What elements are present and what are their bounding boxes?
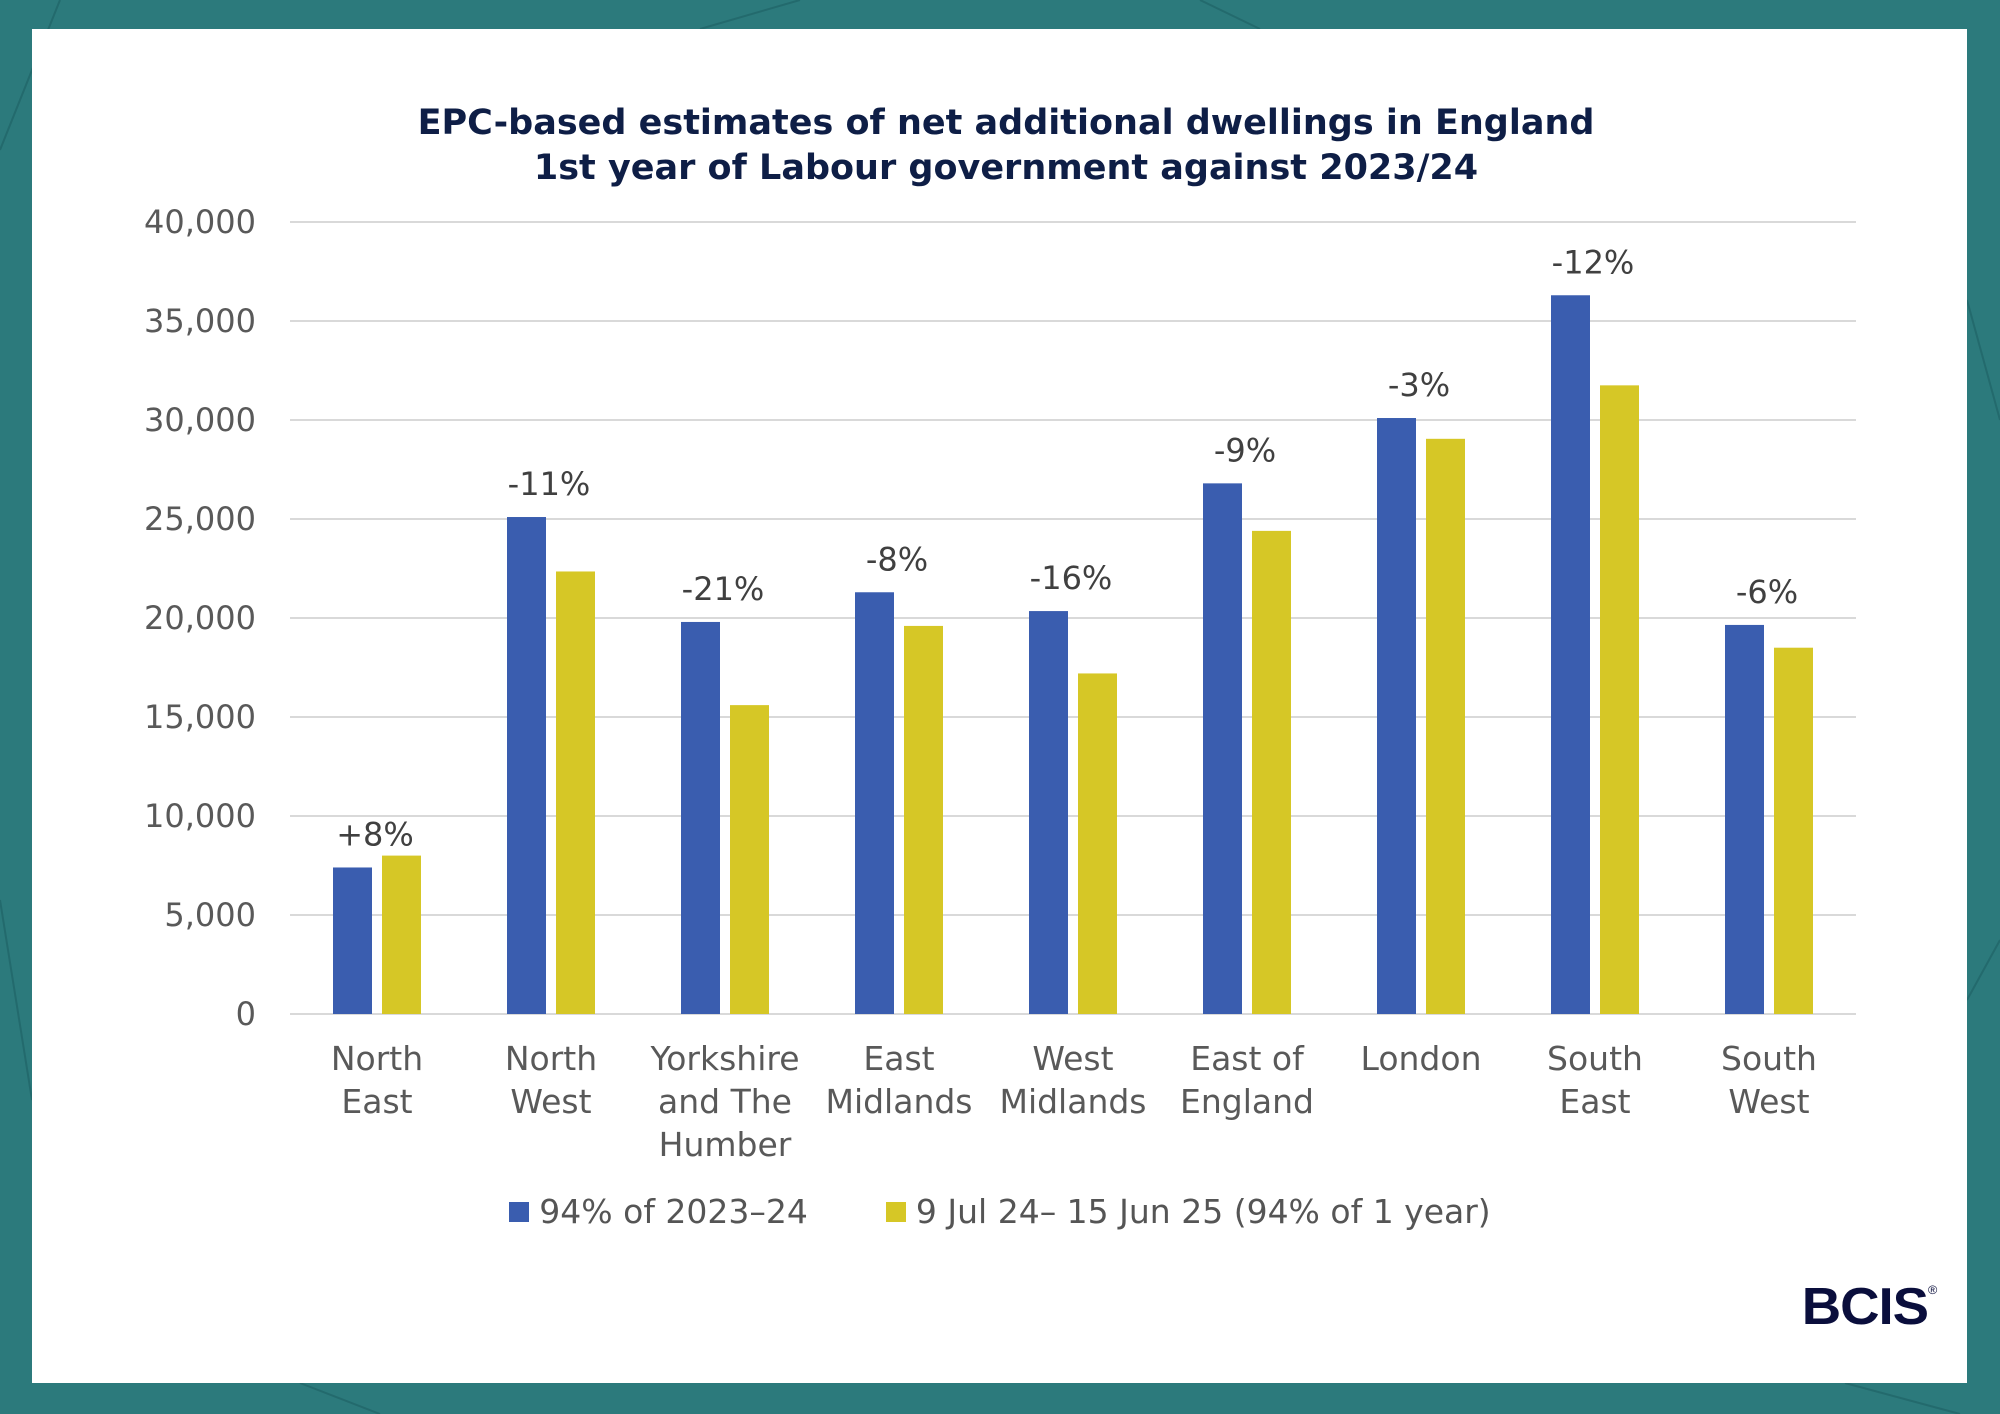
bar-series2 (1426, 438, 1465, 1014)
bar-series2 (904, 625, 943, 1014)
y-tick-label: 15,000 (144, 698, 256, 736)
legend-swatch-yellow (885, 1201, 906, 1222)
x-tick-label: East (863, 1039, 934, 1078)
x-tick-label: Yorkshire (649, 1039, 799, 1078)
data-label: +8% (336, 815, 414, 853)
bar-series2 (1774, 647, 1813, 1014)
data-label: -9% (1214, 431, 1276, 469)
bar-series2 (382, 855, 421, 1014)
bcis-logo: BCIS® (1801, 1277, 1938, 1337)
data-label: -12% (1552, 243, 1635, 281)
bar-series2 (556, 571, 595, 1014)
x-tick-label: West (510, 1082, 591, 1121)
x-tick-label: West (1728, 1082, 1809, 1121)
x-tick-label: Humber (659, 1125, 792, 1164)
x-tick-label: North (505, 1039, 597, 1078)
legend-label: 94% of 2023–24 (539, 1192, 808, 1231)
chart-title: EPC-based estimates of net additional dw… (418, 103, 1595, 143)
data-label: -21% (682, 570, 765, 608)
y-tick-label: 30,000 (144, 401, 256, 439)
y-tick-label: 20,000 (144, 599, 256, 637)
logo-text: BCIS (1801, 1278, 1929, 1336)
chart-card (32, 29, 1967, 1383)
logo-registered-mark: ® (1928, 1283, 1937, 1297)
y-tick-label: 40,000 (144, 203, 256, 241)
x-tick-label: London (1361, 1039, 1482, 1078)
bar-series1 (1029, 611, 1068, 1014)
bar-series1 (1551, 295, 1590, 1014)
data-label: -11% (508, 465, 591, 503)
y-tick-label: 35,000 (144, 302, 256, 340)
x-tick-label: East (1559, 1082, 1630, 1121)
bar-series1 (1377, 418, 1416, 1014)
y-tick-label: 25,000 (144, 500, 256, 538)
legend-label: 9 Jul 24– 15 Jun 25 (94% of 1 year) (915, 1192, 1491, 1231)
data-label: -6% (1736, 573, 1798, 611)
x-tick-label: South (1721, 1039, 1817, 1078)
x-tick-label: Midlands (825, 1082, 972, 1121)
bar-series2 (1078, 673, 1117, 1014)
bar-series1 (507, 517, 546, 1014)
legend-item-series2: 9 Jul 24– 15 Jun 25 (94% of 1 year) (885, 1192, 1491, 1231)
data-label: -8% (866, 540, 928, 578)
data-label: -16% (1030, 559, 1113, 597)
bar-series2 (730, 705, 769, 1014)
y-tick-label: 10,000 (144, 797, 256, 835)
bar-series2 (1600, 385, 1639, 1015)
bar-series1 (333, 867, 372, 1014)
bar-series1 (1203, 483, 1242, 1014)
bar-series1 (681, 621, 720, 1014)
legend-item-series1: 94% of 2023–24 (509, 1192, 808, 1231)
x-tick-label: West (1032, 1039, 1113, 1078)
bar-series1 (1725, 624, 1764, 1014)
bar-series2 (1252, 530, 1291, 1014)
data-label: -3% (1388, 366, 1450, 404)
y-tick-label: 5,000 (164, 896, 256, 934)
bar-series1 (855, 592, 894, 1014)
x-tick-label: East of (1190, 1039, 1305, 1078)
x-tick-label: Midlands (999, 1082, 1146, 1121)
x-tick-label: and The (658, 1082, 792, 1121)
x-tick-label: South (1547, 1039, 1643, 1078)
x-tick-label: England (1180, 1082, 1314, 1121)
chart-subtitle: 1st year of Labour government against 20… (534, 148, 1478, 188)
chart-legend: 94% of 2023–24 9 Jul 24– 15 Jun 25 (94% … (0, 1192, 2000, 1231)
legend-swatch-blue (509, 1201, 530, 1222)
x-tick-label: East (341, 1082, 412, 1121)
x-tick-label: North (331, 1039, 423, 1078)
y-tick-label: 0 (236, 995, 256, 1033)
